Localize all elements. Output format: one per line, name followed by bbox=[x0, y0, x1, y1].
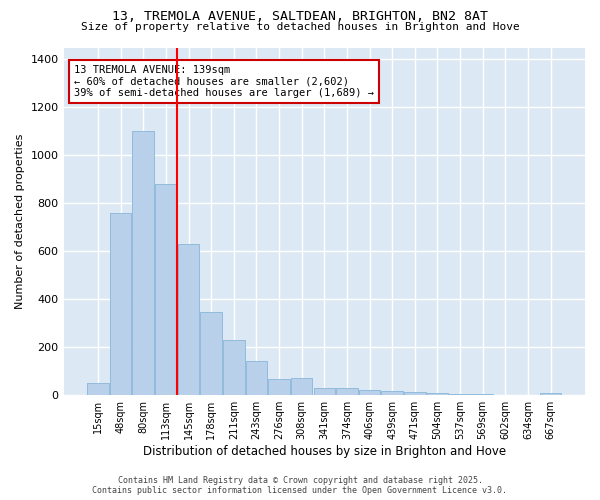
Bar bbox=[110, 212, 131, 394]
Bar bbox=[178, 244, 199, 394]
Bar bbox=[404, 392, 425, 394]
Bar bbox=[540, 393, 561, 394]
Bar bbox=[314, 388, 335, 394]
Bar bbox=[245, 361, 267, 394]
Bar bbox=[200, 312, 222, 394]
Bar bbox=[268, 379, 290, 394]
Bar bbox=[427, 393, 448, 394]
Text: 13 TREMOLA AVENUE: 139sqm
← 60% of detached houses are smaller (2,602)
39% of se: 13 TREMOLA AVENUE: 139sqm ← 60% of detac… bbox=[74, 65, 374, 98]
Bar bbox=[382, 391, 403, 394]
Bar bbox=[336, 388, 358, 394]
Bar bbox=[223, 340, 245, 394]
Bar bbox=[87, 382, 109, 394]
Bar bbox=[291, 378, 313, 394]
X-axis label: Distribution of detached houses by size in Brighton and Hove: Distribution of detached houses by size … bbox=[143, 444, 506, 458]
Bar bbox=[155, 184, 176, 394]
Text: Size of property relative to detached houses in Brighton and Hove: Size of property relative to detached ho… bbox=[80, 22, 520, 32]
Text: 13, TREMOLA AVENUE, SALTDEAN, BRIGHTON, BN2 8AT: 13, TREMOLA AVENUE, SALTDEAN, BRIGHTON, … bbox=[112, 10, 488, 23]
Text: Contains HM Land Registry data © Crown copyright and database right 2025.
Contai: Contains HM Land Registry data © Crown c… bbox=[92, 476, 508, 495]
Bar bbox=[133, 132, 154, 394]
Bar bbox=[359, 390, 380, 394]
Y-axis label: Number of detached properties: Number of detached properties bbox=[15, 134, 25, 309]
